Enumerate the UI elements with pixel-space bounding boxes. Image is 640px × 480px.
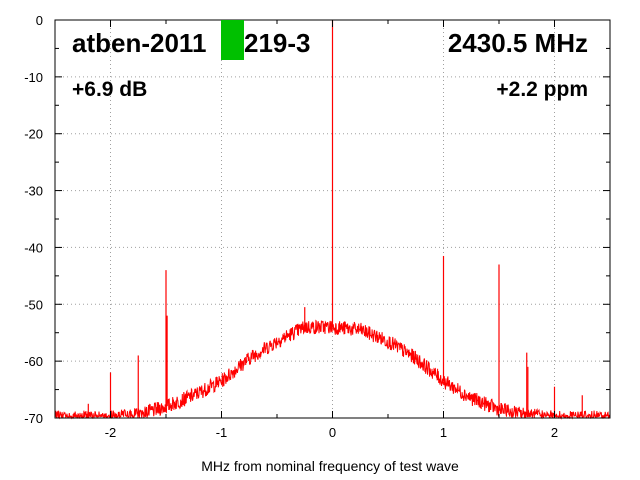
spur-lines	[87, 20, 583, 418]
y-tick-label: -40	[24, 240, 43, 255]
y-tick-label: -70	[24, 411, 43, 426]
x-tick-label: 0	[329, 425, 336, 440]
y-tick-label: -10	[24, 70, 43, 85]
x-axis-label: MHz from nominal frequency of test wave	[201, 458, 459, 474]
green-marker	[221, 20, 244, 60]
axis-ticks: -2 -1 0 1 20-10-20-30-40-50-60-70	[24, 13, 611, 440]
y-tick-label: -20	[24, 127, 43, 142]
y-tick-label: -60	[24, 354, 43, 369]
y-tick-label: -50	[24, 297, 43, 312]
y-tick-label: -30	[24, 184, 43, 199]
y-tick-label: 0	[36, 13, 43, 28]
offset-label: +2.2 ppm	[496, 78, 588, 101]
x-tick-label: 1	[440, 425, 447, 440]
grid-lines	[55, 20, 610, 418]
x-tick-label: -2	[105, 425, 117, 440]
device-label: atben-2011	[72, 28, 206, 58]
frequency-label: 2430.5 MHz	[448, 28, 588, 58]
x-tick-label: 2	[551, 425, 558, 440]
x-tick-label: -1	[216, 425, 228, 440]
gain-label: +6.9 dB	[72, 78, 147, 101]
device-label-suffix: 219-3	[244, 28, 311, 58]
